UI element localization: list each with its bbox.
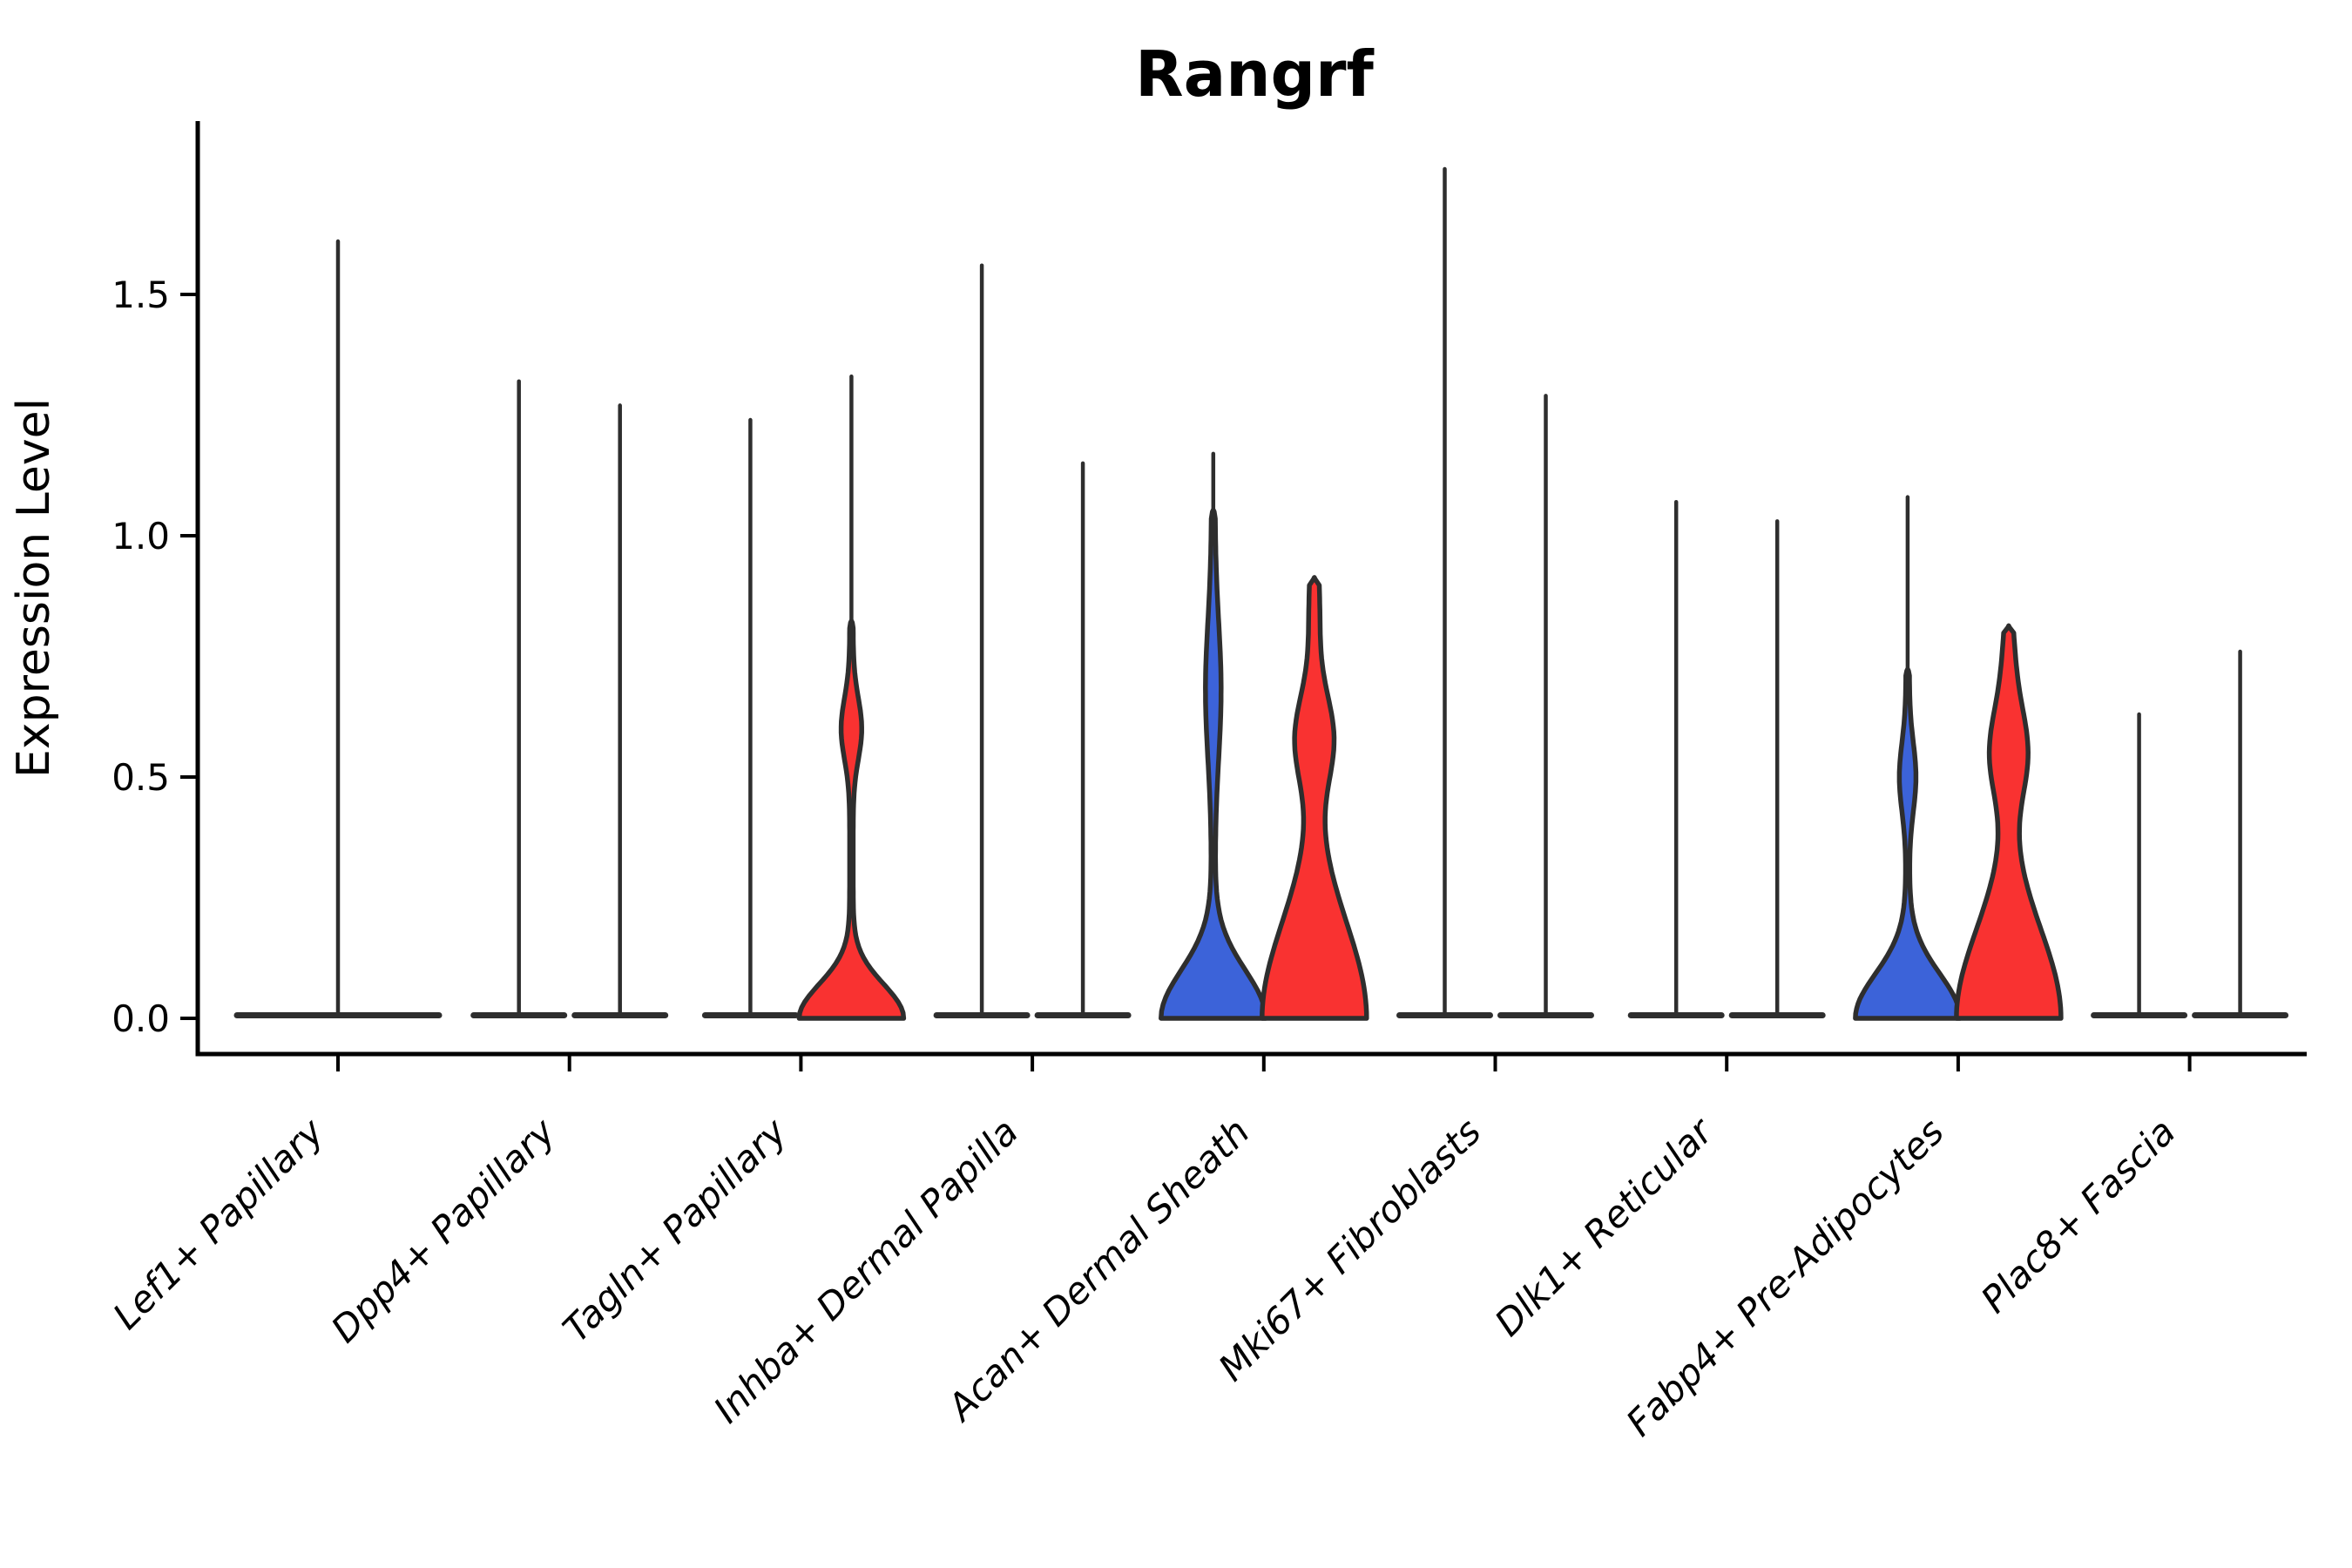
y-tick-label-0: 0.0 [112,997,170,1040]
violin-body-2-1 [796,618,907,1021]
x-tick-label-1: Dpp4+ Papillary [323,1110,564,1351]
x-tick-label-8: Plac8+ Fascia [1973,1110,2184,1321]
x-tick-label-2: Tagln+ Papillary [555,1110,796,1351]
violin-body-4-0 [1159,507,1268,1021]
x-tick-label-5: Mki67+ Fibroblasts [1210,1110,1489,1389]
violin-body-7-1 [1954,623,2064,1021]
violin-body-4-1 [1260,575,1369,1021]
y-axis-label: Expression Level [8,398,60,778]
y-tick-label-1: 0.5 [112,756,170,799]
y-tick-label-3: 1.5 [112,274,170,316]
y-tick-label-2: 1.0 [112,515,170,558]
chart-title: Rangrf [1135,37,1374,111]
x-tick-label-6: Dlk1+ Reticular [1486,1108,1722,1344]
violin-body-7-0 [1853,666,1963,1021]
x-tick-label-0: Lef1+ Papillary [105,1110,333,1338]
